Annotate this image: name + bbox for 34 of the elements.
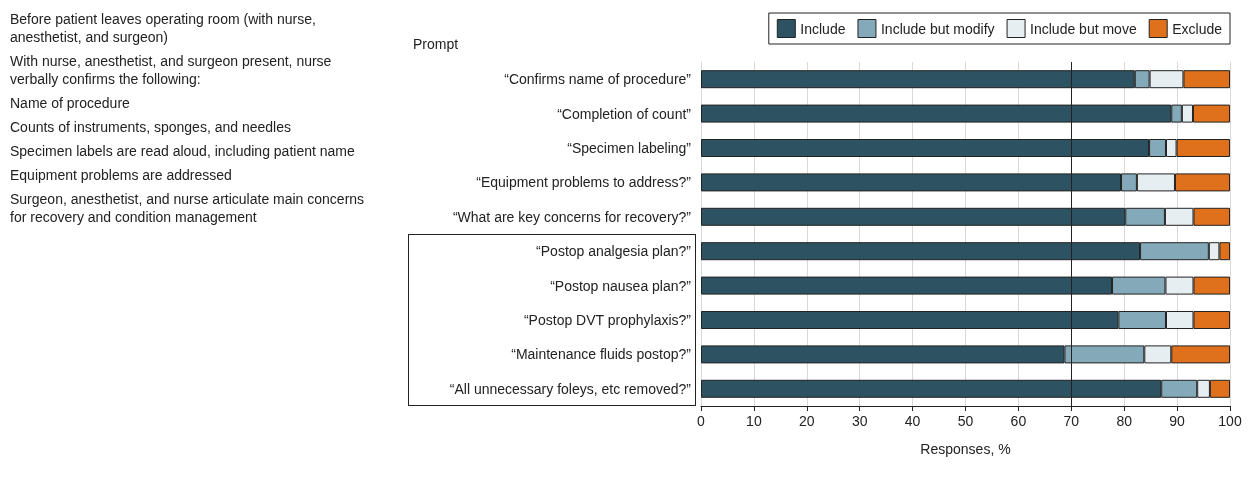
x-tick-label: 10: [746, 413, 762, 429]
y-tick-label: “Specimen labeling”: [567, 140, 692, 156]
x-tick-label: 50: [957, 413, 974, 429]
x-tick-label: 80: [1116, 413, 1133, 429]
text: Before patient leaves operating room (with nurse, anesthetist, and surgeon): [10, 10, 317, 46]
legend-label: Include: [800, 20, 846, 37]
legend-label: Include but modify: [880, 20, 995, 37]
text: With nurse, anesthetist, and surgeon present, nurse verbally confirms the following:: [10, 52, 333, 88]
x-axis-title: Responses, %: [920, 441, 1011, 457]
y-tick-label: “Postop analgesia plan?”: [536, 243, 692, 260]
x-tick-label: 0: [697, 413, 706, 429]
legend-label: Exclude: [1172, 20, 1223, 37]
text: Specimen labels are read aloud, including patient name: [10, 142, 356, 160]
x-tick-label: 70: [1063, 413, 1080, 429]
y-axis-title: Prompt: [413, 36, 459, 52]
x-tick-label: 40: [904, 413, 921, 429]
x-tick-label: 30: [851, 413, 868, 429]
text: Equipment problems are addressed: [10, 166, 233, 184]
x-tick-label: 20: [799, 413, 815, 429]
x-tick-label: 90: [1169, 413, 1186, 429]
y-tick-label: “Completion of count”: [557, 105, 692, 122]
y-tick-label: “What are key concerns for recovery?”: [452, 208, 692, 225]
y-tick-label: “All unnecessary foleys, etc removed?”: [449, 380, 692, 397]
text: Surgeon, anesthetist, and nurse articulate main concerns for recovery and condition management: [10, 190, 366, 226]
y-tick-label: “Equipment problems to address?”: [476, 174, 692, 191]
x-tick-label: 100: [1218, 413, 1242, 429]
text: Counts of instruments, sponges, and needles: [10, 118, 292, 136]
y-tick-label: “Confirms name of procedure”: [504, 71, 692, 88]
y-tick-label: “Postop nausea plan?”: [550, 277, 692, 294]
y-tick-label: “Postop DVT prophylaxis?”: [523, 312, 692, 328]
text: Name of procedure: [10, 94, 131, 112]
y-tick-label: “Maintenance fluids postop?”: [511, 346, 692, 363]
legend-label: Include but move: [1030, 20, 1137, 37]
x-tick-label: 60: [1010, 413, 1027, 429]
